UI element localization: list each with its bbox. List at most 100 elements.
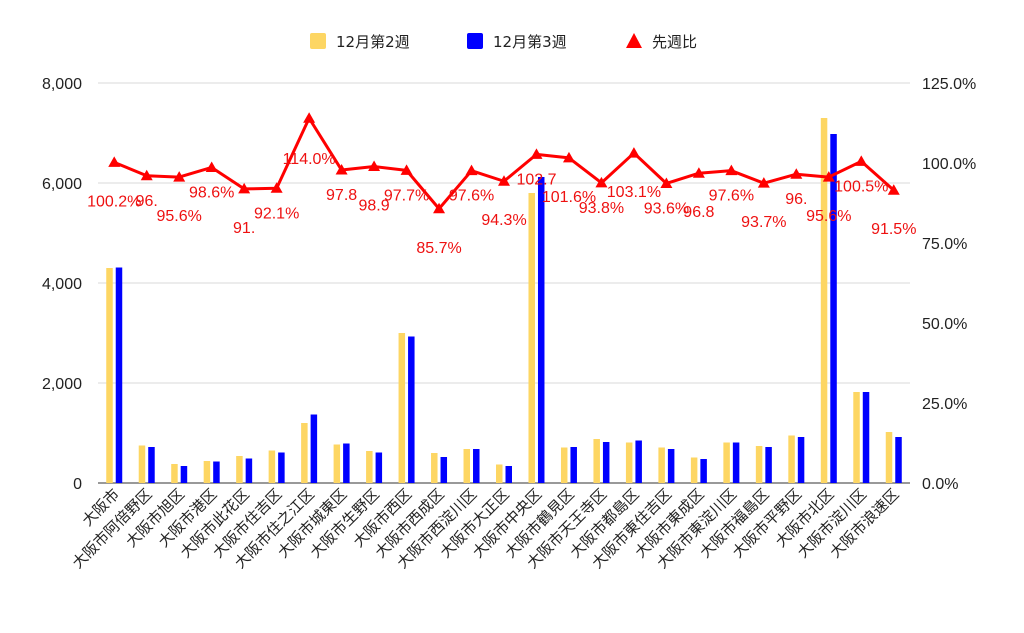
ratio-line [108, 112, 900, 214]
bar [570, 447, 577, 483]
ratio-data-label: 103.1% [607, 184, 661, 201]
bar [537, 177, 545, 483]
right-tick-label: 25.0% [922, 396, 967, 413]
right-tick-label: 100.0% [922, 156, 976, 173]
left-tick-label: 6,000 [42, 176, 82, 193]
bar [560, 447, 568, 483]
category-labels: 大阪市大阪市阿倍野区大阪市旭区大阪市港区大阪市此花区大阪市住吉区大阪市住之江区大… [69, 485, 903, 572]
legend-label: 先週比 [652, 33, 697, 51]
ratio-point [595, 176, 608, 188]
bar [496, 464, 503, 483]
ratio-data-label: 93.7% [741, 214, 786, 231]
ratio-point [205, 161, 218, 172]
bar [830, 134, 837, 483]
legend-swatch [626, 33, 642, 48]
ratio-data-label: 92.1% [254, 205, 299, 222]
bar [593, 439, 600, 483]
bar [278, 452, 285, 483]
ratio-point [562, 151, 575, 163]
bar [333, 444, 341, 483]
ratio-point [660, 177, 673, 188]
ratio-data-label: 101.6% [542, 189, 596, 206]
bar [602, 442, 610, 483]
legend-swatch [467, 33, 483, 49]
bar [138, 445, 146, 483]
bar [700, 459, 707, 483]
bar [625, 442, 633, 483]
ratio-data-label: 93.8% [579, 200, 624, 217]
bar [862, 392, 870, 483]
ratio-point [303, 112, 316, 123]
ratio-data-label: 97.8 [326, 187, 357, 204]
ratio-point [725, 164, 738, 176]
ratio-point [887, 184, 900, 195]
ratio-data-label: 114.0% [283, 151, 336, 168]
ratio-point [173, 171, 186, 182]
left-tick-label: 8,000 [42, 76, 82, 93]
gridlines [98, 82, 910, 484]
ratio-point [530, 148, 543, 159]
ratio-data-label: 95.6% [157, 208, 202, 225]
left-tick-label: 4,000 [42, 276, 82, 293]
bar [106, 268, 113, 483]
bar [820, 118, 828, 483]
bar [180, 466, 188, 483]
bar [723, 442, 730, 483]
bar [301, 423, 308, 483]
right-axis-ticks: 0.0% 25.0% 50.0% 75.0% 100.0% 125.0% [922, 76, 976, 493]
ratio-point [822, 171, 835, 182]
ratio-data-label: 98.6% [189, 184, 234, 201]
ratio-data-label: 100.2% [87, 193, 141, 210]
ratio-data-label: 97.7% [384, 187, 429, 204]
ratio-data-label: 97.6% [449, 188, 494, 205]
right-tick-label: 75.0% [922, 236, 967, 253]
bar [310, 414, 318, 483]
right-tick-label: 0.0% [922, 476, 958, 493]
bar [885, 432, 893, 483]
ratio-point [855, 155, 868, 166]
bar [690, 457, 698, 483]
bar [431, 453, 438, 483]
ratio-point [498, 175, 510, 186]
bar [658, 447, 665, 483]
ratio-point [238, 182, 251, 194]
bar [853, 392, 860, 483]
legend-label: 12月第2週 [336, 33, 410, 51]
bar [343, 443, 350, 483]
ratio-data-label: 102.7 [516, 171, 556, 188]
ratio-data-label: 85.7% [416, 240, 461, 257]
ratio-point [627, 147, 640, 158]
bar [245, 458, 253, 483]
ratio-data-label: 93.6% [644, 200, 689, 217]
right-tick-label: 50.0% [922, 316, 967, 333]
bar [528, 193, 535, 483]
bar [203, 461, 211, 483]
left-tick-label: 0 [73, 476, 82, 493]
bar [236, 456, 243, 483]
bar [213, 461, 220, 483]
bar [895, 437, 902, 483]
bar [765, 447, 772, 483]
ratio-data-label: 98.9 [359, 198, 390, 215]
bar [408, 336, 415, 483]
bar [473, 449, 480, 483]
legend-swatch [310, 33, 326, 49]
bar [635, 440, 642, 483]
bar [788, 435, 795, 483]
left-tick-label: 2,000 [42, 376, 82, 393]
ratio-data-labels: 100.2%96.95.6%98.6%91.92.1%114.0%97.898.… [87, 151, 916, 257]
ratio-point [692, 167, 705, 178]
bar [440, 457, 448, 483]
ratio-data-label: 94.3% [481, 212, 526, 229]
ratio-point [757, 177, 770, 188]
bar [268, 450, 276, 483]
ratio-point [368, 160, 381, 172]
right-tick-label: 125.0% [922, 76, 976, 93]
ratio-point [433, 202, 446, 214]
bar [732, 442, 740, 483]
bar [115, 267, 123, 483]
bar [366, 451, 373, 483]
bar [463, 449, 471, 483]
bar [375, 452, 383, 483]
